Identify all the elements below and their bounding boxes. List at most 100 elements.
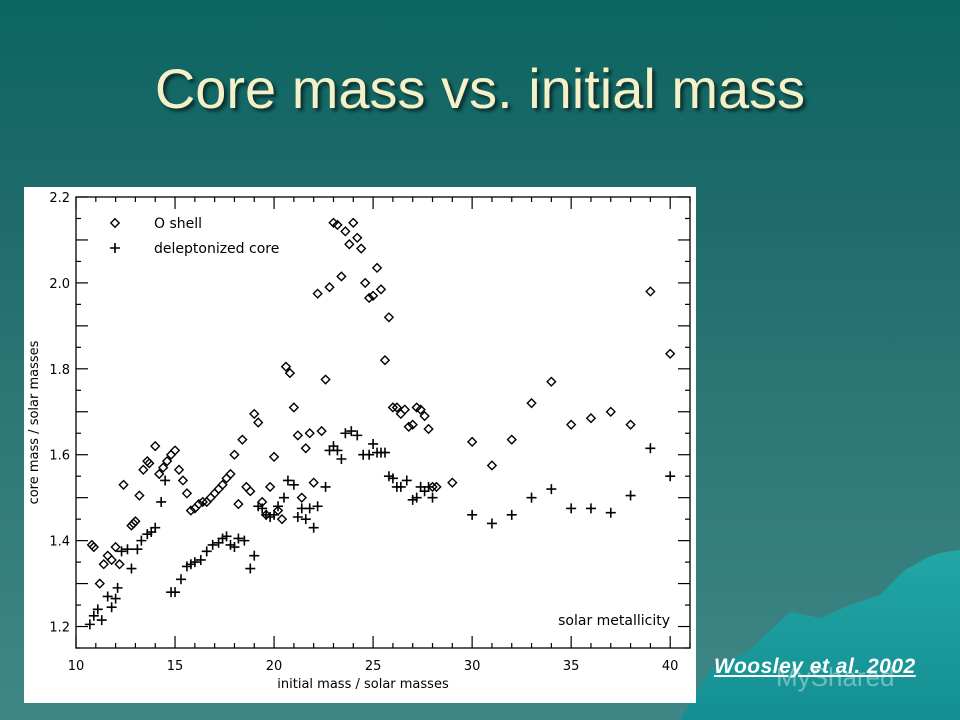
deleptonized-core-point: [136, 535, 147, 546]
o-shell-point: [312, 288, 323, 299]
deleptonized-core-point: [233, 533, 244, 544]
x-axis-label: initial mass / solar masses: [277, 677, 449, 692]
o-shell-point: [177, 475, 189, 486]
o-shell-point: [356, 243, 367, 254]
deleptonized-core-point: [332, 445, 343, 456]
o-shell-point: [229, 449, 240, 460]
o-shell-point: [253, 417, 264, 428]
o-shell-point: [292, 430, 304, 441]
deleptonized-core-point: [364, 449, 375, 460]
citation-link[interactable]: Woosley et al. 2002: [714, 655, 916, 678]
deleptonized-core-point: [645, 443, 656, 454]
o-shell-point: [106, 554, 117, 566]
o-shell-point: [665, 348, 676, 359]
o-shell-point: [605, 406, 616, 417]
o-shell-point: [173, 464, 185, 475]
o-shell-point: [585, 413, 597, 424]
o-shell-point: [169, 445, 181, 456]
o-shell-point: [645, 286, 656, 297]
deleptonized-core-point: [239, 535, 250, 546]
deleptonized-core-point: [336, 454, 347, 465]
o-shell-point: [431, 481, 442, 493]
deleptonized-core-point: [170, 587, 181, 598]
o-shell-point: [245, 486, 256, 497]
deleptonized-core-point: [84, 619, 95, 630]
o-shell-point: [304, 428, 315, 439]
deleptonized-core-point: [292, 511, 303, 522]
deleptonized-core-point: [308, 522, 319, 533]
watermark-text: MyShared: [776, 662, 895, 692]
deleptonized-core-point: [160, 475, 171, 486]
deleptonized-core-point: [221, 531, 232, 542]
deleptonized-core-point: [96, 615, 107, 626]
o-shell-point: [466, 436, 478, 448]
x-tick-label: 10: [68, 659, 85, 674]
deleptonized-core-point: [526, 492, 537, 503]
deleptonized-core-point: [92, 604, 103, 615]
o-shell-point: [284, 367, 296, 379]
deleptonized-core-point: [605, 507, 616, 518]
o-shell-point: [391, 402, 403, 413]
deleptonized-core-point: [112, 582, 123, 593]
deleptonized-core-point: [566, 503, 577, 514]
o-shell-point: [157, 462, 169, 473]
x-tick-label: 40: [662, 659, 679, 674]
deleptonized-core-point: [150, 522, 161, 533]
deleptonized-core-point: [175, 574, 186, 585]
o-shell-point: [367, 290, 379, 301]
x-tick-label: 35: [563, 659, 580, 674]
x-tick-label: 15: [167, 659, 184, 674]
deleptonized-core-point: [282, 475, 293, 486]
o-shell-point: [300, 443, 311, 454]
o-shell-point: [138, 464, 149, 475]
o-shell-point: [359, 277, 371, 289]
o-shell-point: [320, 374, 331, 385]
o-shell-point: [237, 434, 248, 445]
x-tick-label: 30: [464, 659, 481, 674]
deleptonized-core-point: [201, 546, 212, 557]
deleptonized-core-point: [423, 481, 434, 492]
deleptonized-core-point: [195, 554, 206, 565]
o-shell-point: [110, 541, 121, 553]
deleptonized-core-point: [368, 438, 379, 449]
o-shell-point: [332, 219, 343, 231]
deleptonized-core-point: [156, 496, 167, 507]
o-shell-point: [308, 477, 319, 488]
deleptonized-core-point: [229, 542, 240, 553]
o-shell-point: [118, 479, 129, 490]
o-shell-point: [128, 518, 139, 529]
deleptonized-core-point: [467, 509, 478, 520]
o-shell-point: [153, 468, 165, 480]
y-tick-label: 1.4: [49, 535, 70, 550]
o-shell-point: [419, 410, 430, 422]
o-shell-point: [161, 455, 173, 467]
o-shell-point: [193, 498, 204, 510]
deleptonized-core-point: [486, 518, 497, 529]
deleptonized-core-point: [122, 544, 133, 555]
o-shell-point: [423, 423, 434, 435]
o-shell-point: [340, 226, 351, 237]
deleptonized-core-point: [401, 475, 412, 486]
o-shell-point: [383, 312, 395, 323]
deleptonized-core-point: [273, 501, 284, 512]
o-shell-point: [233, 498, 244, 510]
o-shell-point: [625, 419, 636, 430]
o-shell-point: [427, 481, 438, 493]
o-shell-point: [288, 402, 300, 413]
deleptonized-core-point: [546, 484, 557, 495]
o-shell-point: [447, 477, 458, 488]
o-shell-point: [276, 513, 288, 525]
o-shell-point: [486, 460, 498, 471]
deleptonized-core-point: [625, 490, 636, 501]
deleptonized-core-point: [126, 563, 137, 574]
o-shell-point: [324, 282, 335, 293]
o-shell-point: [344, 239, 355, 250]
y-axis-label: core mass / solar masses: [27, 340, 42, 504]
deleptonized-core-point: [88, 610, 99, 621]
legend-label-o-shell: O shell: [154, 216, 202, 232]
o-shell-point: [363, 292, 375, 304]
deleptonized-core-point: [278, 492, 289, 503]
o-shell-point: [249, 408, 260, 420]
o-shell-point: [264, 481, 276, 493]
o-shell-point: [352, 232, 363, 243]
